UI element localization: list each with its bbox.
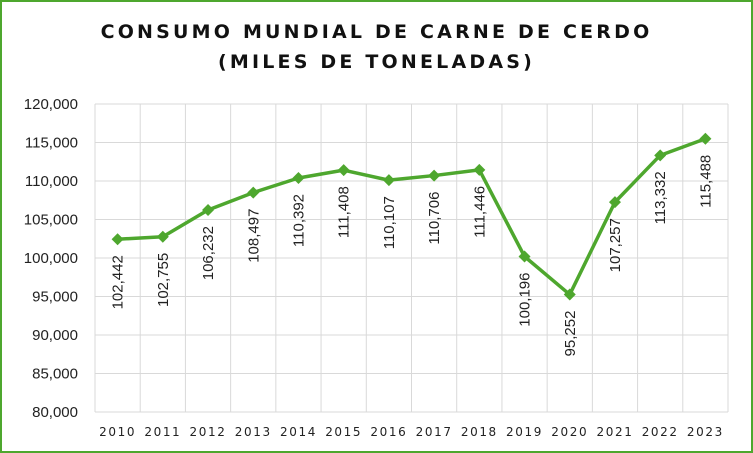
data-label: 115,488 (697, 155, 714, 208)
data-label: 110,107 (381, 196, 398, 249)
data-point (654, 149, 667, 162)
y-tick-label: 110,000 (25, 173, 78, 190)
x-tick-label: 2015 (325, 425, 362, 439)
x-tick-label: 2010 (99, 425, 136, 439)
chart-subtitle: (MILES DE TONELADAS) (217, 51, 536, 73)
data-point (247, 186, 260, 199)
x-tick-label: 2011 (144, 425, 181, 439)
data-point (518, 250, 531, 263)
data-label: 102,442 (110, 255, 127, 309)
x-axis: 2010 2011 2012 2013 2014 2015 2016 2017 2018 2019… (99, 425, 724, 439)
data-point (473, 163, 486, 176)
x-tick-label: 2022 (642, 425, 679, 439)
y-axis: 80,000 85,000 90,000 95,000 100,000 105,000 11… (24, 96, 78, 421)
y-tick-label: 80,000 (32, 404, 78, 421)
x-tick-label: 2013 (235, 425, 272, 439)
data-label: 107,257 (607, 218, 624, 272)
x-tick-label: 2012 (190, 425, 227, 439)
data-point (292, 171, 305, 184)
data-point (156, 230, 169, 243)
x-tick-label: 2018 (461, 425, 498, 439)
series-line (117, 137, 706, 297)
data-labels: 102,442 102,755 106,232 108,497 110,392 111,4… (110, 155, 715, 357)
data-label: 110,392 (290, 194, 307, 247)
data-label: 95,252 (562, 311, 579, 357)
data-label: 111,446 (471, 186, 488, 238)
x-tick-label: 2017 (416, 425, 453, 439)
data-label: 108,497 (245, 209, 262, 263)
y-tick-label: 120,000 (24, 96, 78, 113)
series-line-group (111, 132, 712, 301)
data-point (111, 233, 124, 246)
data-point (699, 132, 712, 145)
x-tick-label: 2023 (687, 425, 724, 439)
x-tick-label: 2016 (370, 425, 407, 439)
data-point (563, 288, 576, 301)
data-point (202, 204, 215, 217)
data-point (428, 169, 441, 182)
x-tick-label: 2021 (596, 425, 633, 439)
grid-lines (94, 103, 729, 413)
data-point (382, 174, 395, 187)
data-label: 102,755 (155, 253, 172, 307)
y-tick-label: 95,000 (32, 289, 78, 306)
data-label: 100,196 (517, 272, 534, 326)
x-tick-label: 2019 (506, 425, 543, 439)
data-label: 110,706 (426, 192, 443, 245)
y-tick-label: 105,000 (24, 212, 78, 229)
x-tick-label: 2014 (280, 425, 317, 439)
y-tick-label: 85,000 (32, 366, 78, 383)
y-tick-label: 100,000 (24, 250, 78, 267)
data-point (337, 164, 350, 177)
data-point (608, 196, 621, 209)
x-tick-label: 2020 (551, 425, 588, 439)
chart-title: CONSUMO MUNDIAL DE CARNE DE CERDO (100, 21, 653, 43)
data-label: 106,232 (200, 226, 217, 280)
data-label: 111,408 (336, 186, 353, 238)
y-tick-label: 90,000 (32, 327, 78, 344)
data-label: 113,332 (652, 171, 669, 224)
y-tick-label: 115,000 (25, 135, 78, 152)
